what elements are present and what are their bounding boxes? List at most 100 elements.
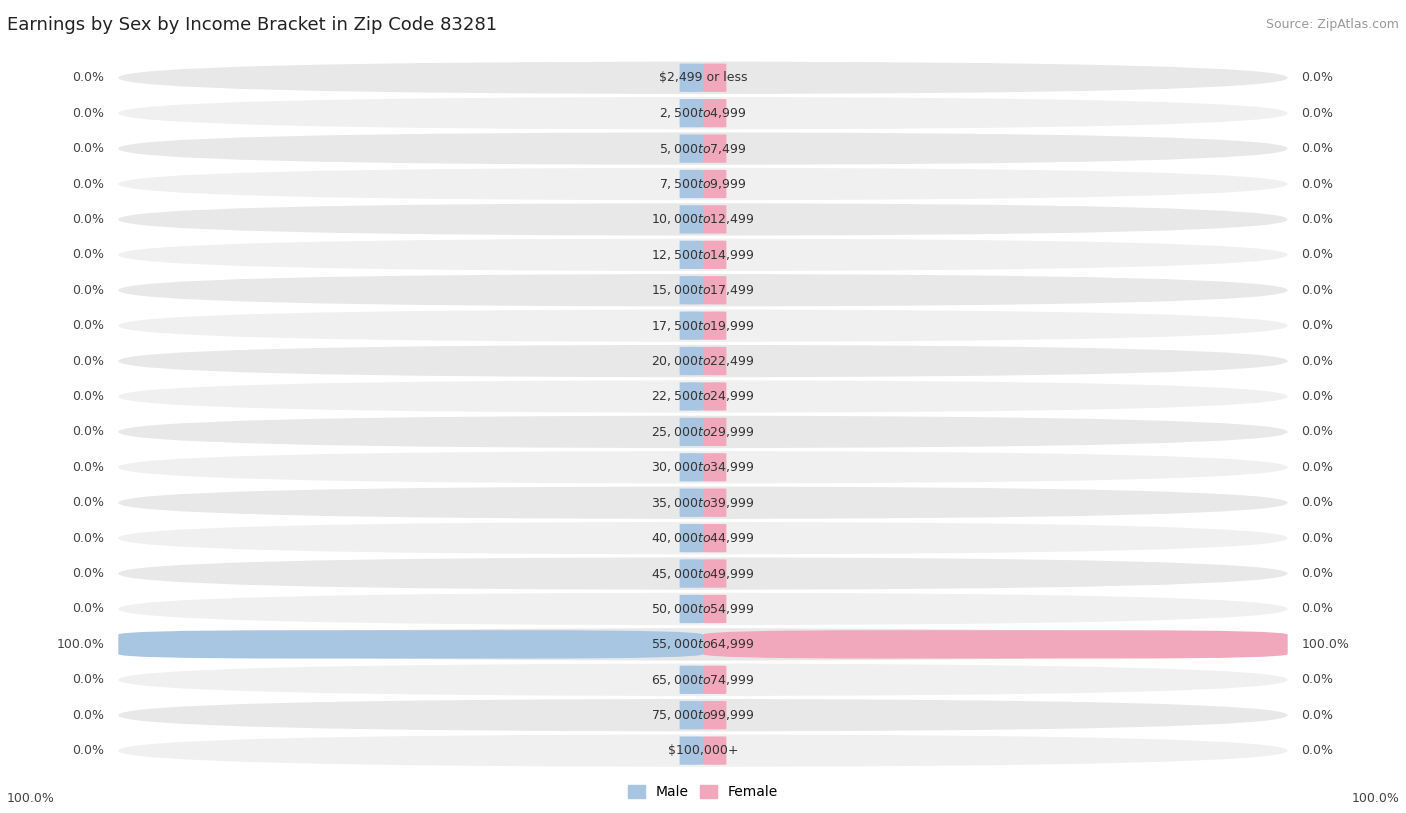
Text: 0.0%: 0.0% [1302, 425, 1334, 438]
Text: $7,500 to $9,999: $7,500 to $9,999 [659, 177, 747, 191]
FancyBboxPatch shape [118, 557, 1288, 590]
Text: 100.0%: 100.0% [56, 638, 104, 651]
Text: 100.0%: 100.0% [7, 792, 55, 805]
Text: 0.0%: 0.0% [72, 177, 104, 190]
Text: 0.0%: 0.0% [72, 72, 104, 85]
FancyBboxPatch shape [118, 415, 1288, 448]
FancyBboxPatch shape [118, 628, 1288, 661]
FancyBboxPatch shape [703, 276, 727, 304]
FancyBboxPatch shape [679, 666, 703, 694]
FancyBboxPatch shape [118, 62, 1288, 94]
FancyBboxPatch shape [679, 418, 703, 446]
FancyBboxPatch shape [118, 310, 1288, 342]
Text: 0.0%: 0.0% [72, 320, 104, 333]
Text: 0.0%: 0.0% [1302, 390, 1334, 403]
Text: 0.0%: 0.0% [1302, 602, 1334, 615]
Text: 0.0%: 0.0% [72, 709, 104, 722]
FancyBboxPatch shape [703, 205, 727, 233]
Text: 0.0%: 0.0% [72, 461, 104, 474]
Text: 0.0%: 0.0% [1302, 673, 1334, 686]
FancyBboxPatch shape [679, 559, 703, 588]
FancyBboxPatch shape [703, 524, 727, 552]
FancyBboxPatch shape [703, 311, 727, 340]
Text: $15,000 to $17,499: $15,000 to $17,499 [651, 283, 755, 298]
Text: 0.0%: 0.0% [1302, 320, 1334, 333]
Text: 0.0%: 0.0% [72, 567, 104, 580]
FancyBboxPatch shape [679, 489, 703, 517]
Text: 0.0%: 0.0% [1302, 744, 1334, 757]
FancyBboxPatch shape [118, 97, 1288, 129]
FancyBboxPatch shape [703, 559, 727, 588]
Text: $22,500 to $24,999: $22,500 to $24,999 [651, 389, 755, 403]
Text: $5,000 to $7,499: $5,000 to $7,499 [659, 141, 747, 155]
Text: $2,499 or less: $2,499 or less [659, 72, 747, 85]
FancyBboxPatch shape [703, 134, 727, 163]
Text: $65,000 to $74,999: $65,000 to $74,999 [651, 673, 755, 687]
Text: 0.0%: 0.0% [1302, 213, 1334, 226]
FancyBboxPatch shape [679, 347, 703, 376]
FancyBboxPatch shape [679, 134, 703, 163]
Text: $100,000+: $100,000+ [668, 744, 738, 757]
Text: 0.0%: 0.0% [72, 354, 104, 367]
FancyBboxPatch shape [703, 453, 727, 481]
Text: 0.0%: 0.0% [72, 213, 104, 226]
FancyBboxPatch shape [679, 170, 703, 198]
Text: $17,500 to $19,999: $17,500 to $19,999 [651, 319, 755, 333]
Text: $50,000 to $54,999: $50,000 to $54,999 [651, 602, 755, 616]
FancyBboxPatch shape [679, 737, 703, 765]
Text: Earnings by Sex by Income Bracket in Zip Code 83281: Earnings by Sex by Income Bracket in Zip… [7, 15, 498, 33]
FancyBboxPatch shape [679, 311, 703, 340]
FancyBboxPatch shape [118, 486, 1288, 519]
Text: $2,500 to $4,999: $2,500 to $4,999 [659, 107, 747, 120]
FancyBboxPatch shape [118, 274, 1288, 307]
Text: $10,000 to $12,499: $10,000 to $12,499 [651, 212, 755, 226]
Text: 0.0%: 0.0% [1302, 248, 1334, 261]
FancyBboxPatch shape [703, 241, 727, 269]
Text: 0.0%: 0.0% [1302, 461, 1334, 474]
Text: 0.0%: 0.0% [1302, 532, 1334, 545]
Text: 0.0%: 0.0% [72, 496, 104, 509]
FancyBboxPatch shape [679, 524, 703, 552]
FancyBboxPatch shape [118, 133, 1288, 165]
FancyBboxPatch shape [703, 418, 727, 446]
Text: 0.0%: 0.0% [72, 425, 104, 438]
FancyBboxPatch shape [703, 63, 727, 92]
Text: $35,000 to $39,999: $35,000 to $39,999 [651, 496, 755, 510]
Text: 0.0%: 0.0% [72, 532, 104, 545]
Text: $20,000 to $22,499: $20,000 to $22,499 [651, 354, 755, 368]
Text: 100.0%: 100.0% [1351, 792, 1399, 805]
FancyBboxPatch shape [118, 630, 703, 659]
Text: 100.0%: 100.0% [1302, 638, 1350, 651]
FancyBboxPatch shape [703, 347, 727, 376]
Text: 0.0%: 0.0% [72, 107, 104, 120]
Text: 0.0%: 0.0% [1302, 354, 1334, 367]
Text: $45,000 to $49,999: $45,000 to $49,999 [651, 567, 755, 580]
Text: 0.0%: 0.0% [1302, 567, 1334, 580]
Text: 0.0%: 0.0% [1302, 72, 1334, 85]
Text: $25,000 to $29,999: $25,000 to $29,999 [651, 425, 755, 439]
Text: 0.0%: 0.0% [1302, 284, 1334, 297]
Legend: Male, Female: Male, Female [623, 780, 783, 805]
FancyBboxPatch shape [679, 241, 703, 269]
Text: 0.0%: 0.0% [1302, 107, 1334, 120]
FancyBboxPatch shape [118, 203, 1288, 236]
Text: 0.0%: 0.0% [72, 284, 104, 297]
FancyBboxPatch shape [703, 170, 727, 198]
FancyBboxPatch shape [118, 238, 1288, 271]
FancyBboxPatch shape [679, 99, 703, 128]
Text: 0.0%: 0.0% [1302, 142, 1334, 155]
Text: $55,000 to $64,999: $55,000 to $64,999 [651, 637, 755, 651]
Text: $30,000 to $34,999: $30,000 to $34,999 [651, 460, 755, 474]
FancyBboxPatch shape [679, 276, 703, 304]
Text: 0.0%: 0.0% [72, 142, 104, 155]
Text: Source: ZipAtlas.com: Source: ZipAtlas.com [1267, 18, 1399, 31]
Text: $40,000 to $44,999: $40,000 to $44,999 [651, 531, 755, 546]
FancyBboxPatch shape [679, 63, 703, 92]
Text: 0.0%: 0.0% [72, 390, 104, 403]
FancyBboxPatch shape [118, 699, 1288, 732]
Text: 0.0%: 0.0% [72, 602, 104, 615]
Text: 0.0%: 0.0% [72, 744, 104, 757]
FancyBboxPatch shape [118, 663, 1288, 696]
Text: $75,000 to $99,999: $75,000 to $99,999 [651, 708, 755, 722]
FancyBboxPatch shape [118, 522, 1288, 554]
